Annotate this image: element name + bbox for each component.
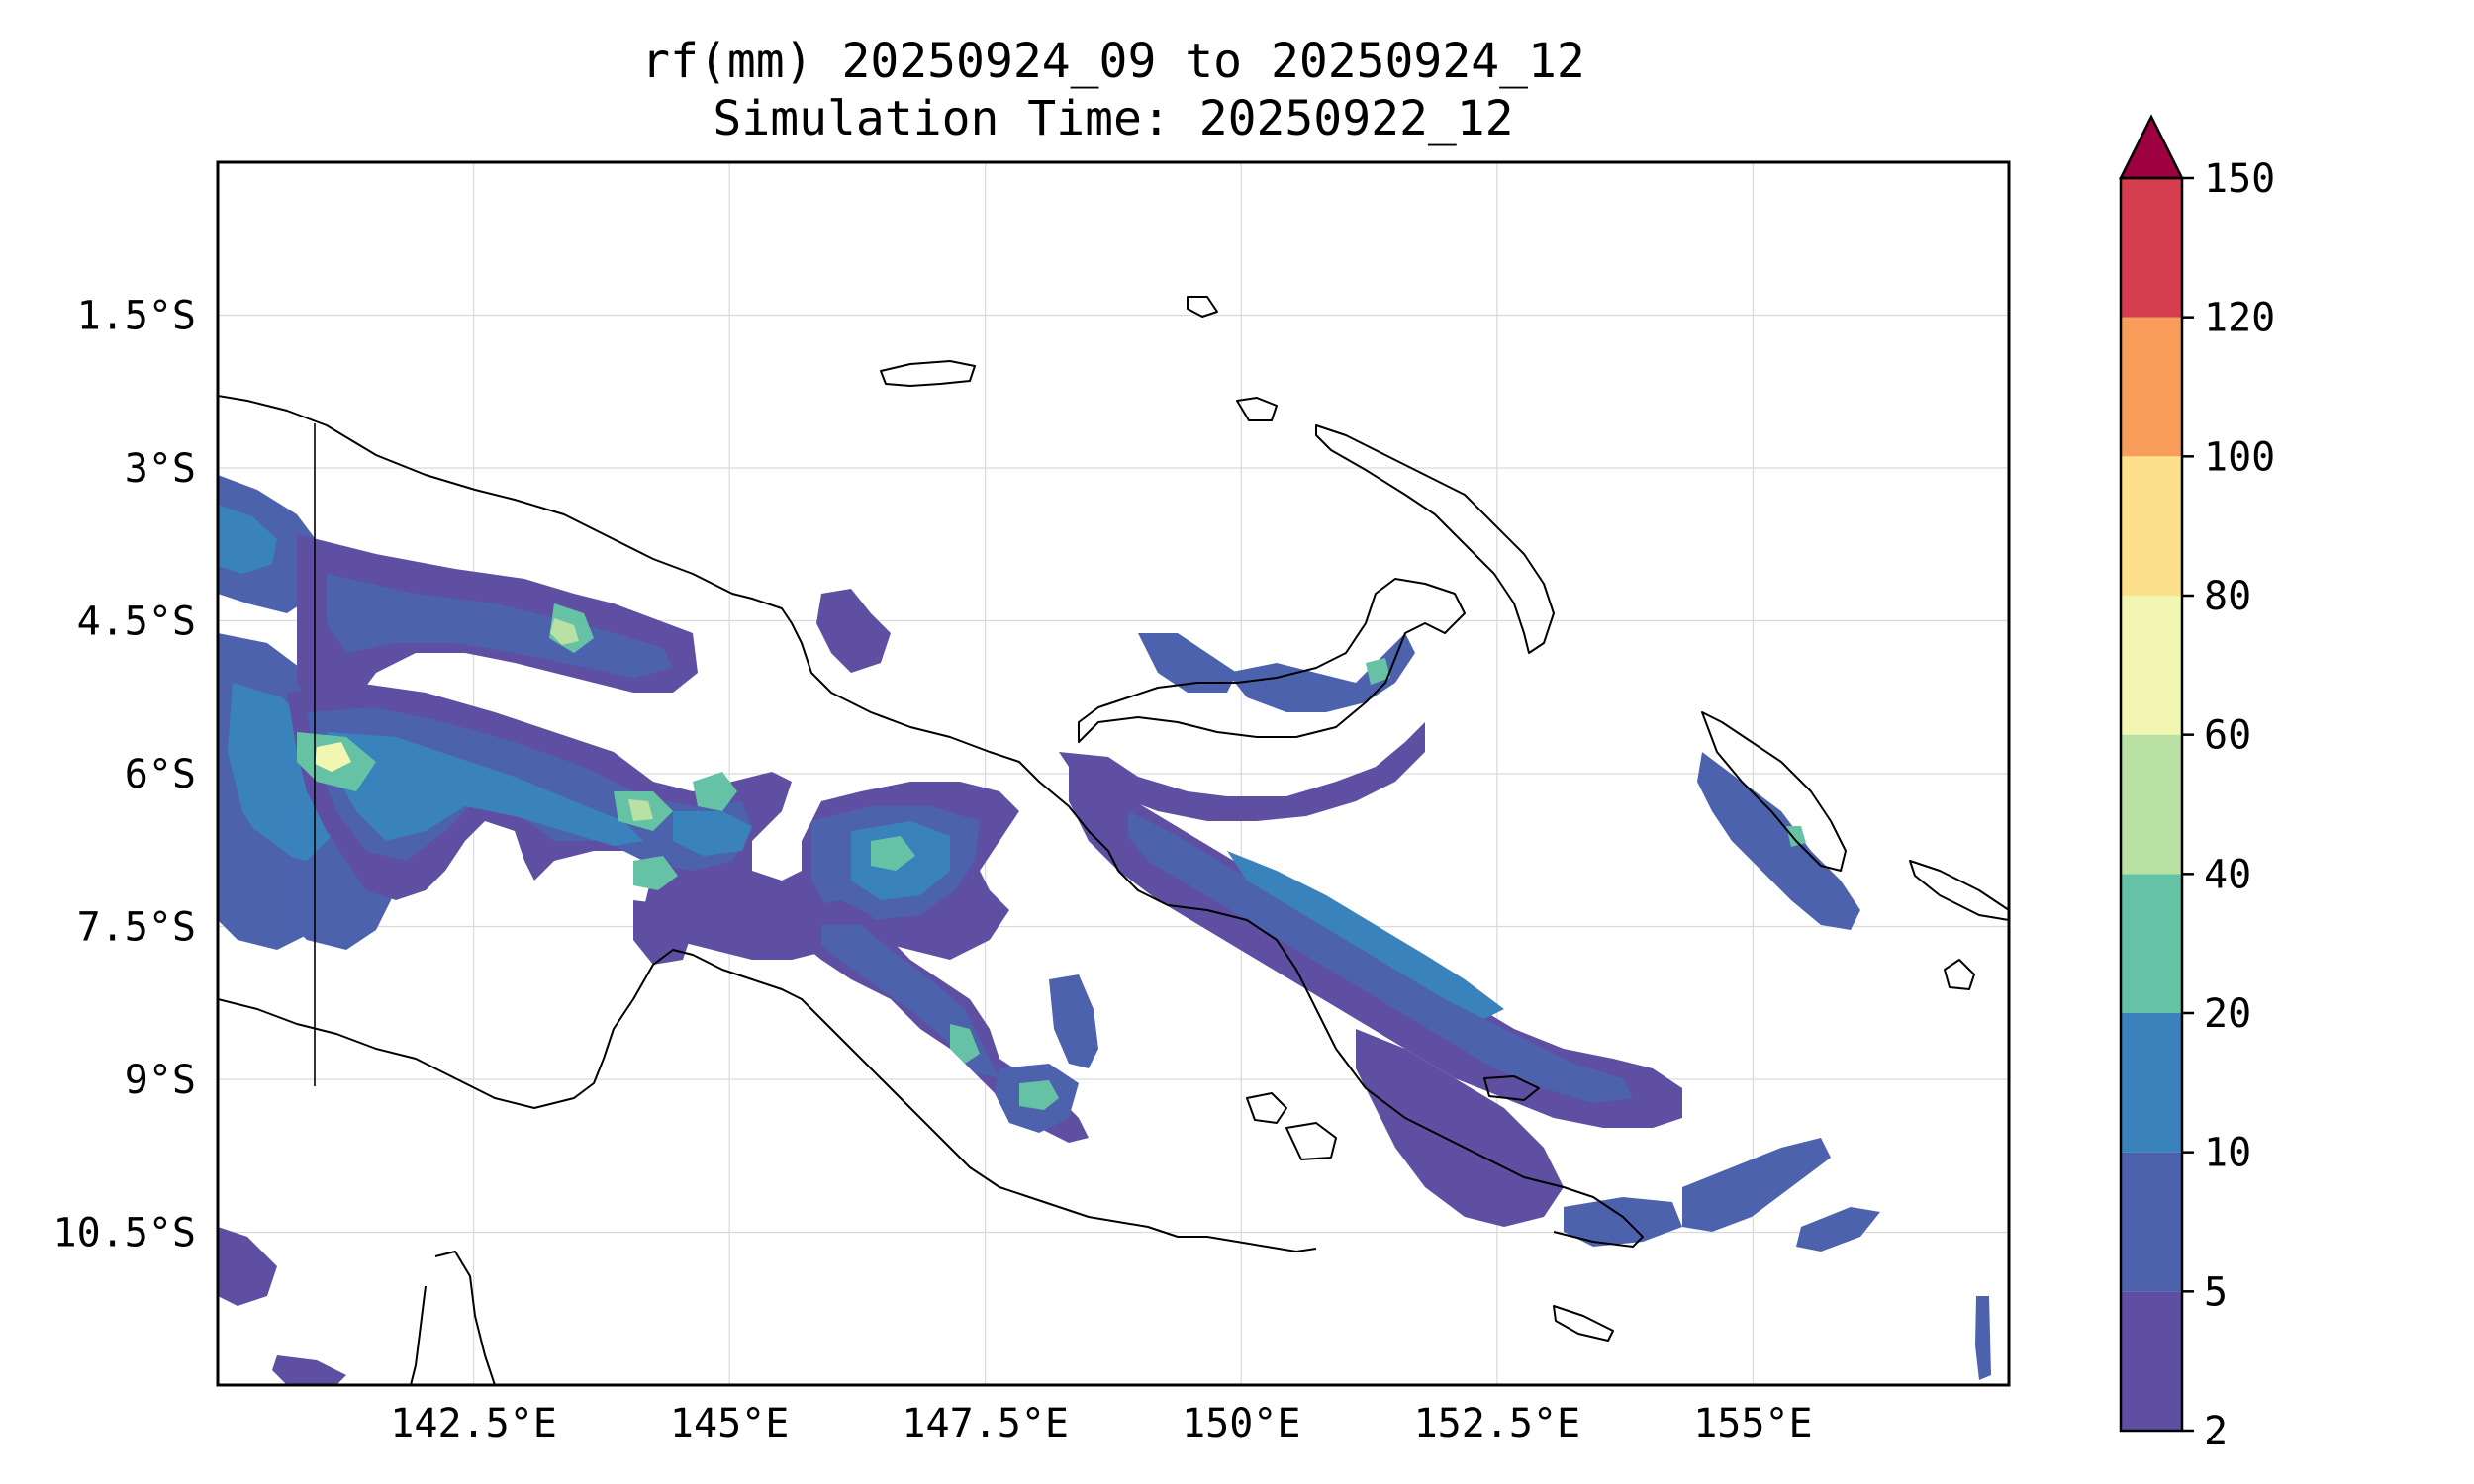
coastline-woodlark (1483, 1075, 1540, 1101)
y-tick-label: 1.5°S (77, 294, 196, 339)
coastline-new-britain (1078, 578, 1466, 743)
map-frame (216, 160, 2011, 1387)
coastline-new-guinea-north (218, 395, 1119, 872)
colorbar-band (2121, 874, 2182, 1013)
colorbar-label: 120 (2204, 296, 2275, 341)
x-tick-labels: 142.5°E 145°E 147.5°E 150°E 152.5°E 155°E (390, 1401, 1812, 1446)
colorbar-label: 2 (2204, 1409, 2228, 1454)
x-tick-label: 142.5°E (390, 1401, 557, 1446)
rain-region-owen-stanley-green (950, 1024, 980, 1064)
coastlines (218, 296, 2009, 1385)
y-tick-label: 3°S (125, 446, 196, 492)
coastline-cape-york (410, 1285, 427, 1385)
rain-region-bougainville-green (1786, 826, 1806, 847)
coastline-manus (880, 360, 976, 387)
coastline-solomons-1 (1909, 860, 2009, 921)
rain-region-west-highlands-core (218, 505, 277, 574)
rain-region-highland-green-4 (693, 772, 737, 811)
rain-region-west-lowland-core (228, 683, 341, 861)
colorbar-band (2121, 178, 2182, 318)
colorbar-label: 80 (2204, 574, 2251, 619)
rain-region-coral-east (1796, 1207, 1880, 1252)
rain-region-gulf (633, 900, 693, 965)
colorbar-label: 10 (2204, 1131, 2251, 1176)
rain-region-highland-mid-c (673, 811, 752, 856)
rain-region-bougainville (1697, 752, 1860, 930)
colorbar-label: 60 (2204, 713, 2251, 759)
x-tick-label: 150°E (1182, 1401, 1300, 1446)
title-line-1: rf(mm) 20250924_09 to 20250924_12 (641, 34, 1585, 89)
colorbar-band (2121, 596, 2182, 735)
map-panel: 142.5°E 145°E 147.5°E 150°E 152.5°E 155°E 1.5… (53, 160, 2011, 1446)
rain-region-highland-yellow-1 (315, 742, 351, 772)
title-line-2: Simulation Time: 20250922_12 (713, 91, 1513, 146)
rain-region-solomon-sea-south (1356, 1029, 1564, 1227)
colorbar-label: 20 (2204, 991, 2251, 1037)
coastline-dentrecasteaux (1285, 1122, 1337, 1160)
coastline-trobriand (1246, 1092, 1287, 1124)
colorbar-label: 100 (2204, 434, 2275, 480)
rain-region-popondetta-green (1019, 1080, 1059, 1110)
y-tick-labels: 1.5°S 3°S 4.5°S 6°S 7.5°S 9°S 10.5°S (53, 294, 197, 1256)
x-tick-label: 152.5°E (1414, 1401, 1581, 1446)
x-tick-label: 147.5°E (902, 1401, 1069, 1446)
colorbar-band (2121, 1291, 2182, 1431)
y-tick-label: 4.5°S (77, 600, 196, 645)
y-tick-label: 9°S (125, 1058, 196, 1103)
rain-region-solomon-sea-bottom (1564, 1197, 1682, 1247)
colorbar-band (2121, 734, 2182, 875)
coastline-papuan-gulf (218, 949, 1317, 1252)
y-tick-label: 6°S (125, 752, 196, 797)
rain-region-solomon-sea-band-c (1227, 851, 1504, 1019)
colorbar-band (2121, 456, 2182, 596)
rain-region-east-edge (1975, 1296, 1991, 1380)
colorbar-band (2121, 1013, 2182, 1153)
colorbar-frame (2119, 176, 2184, 1433)
x-tick-label: 145°E (670, 1401, 789, 1446)
rain-region-south-west (218, 821, 327, 950)
rain-region-southwest-coast (218, 1227, 277, 1306)
rainfall-field (218, 475, 1991, 1385)
rain-region-new-britain-green (1366, 658, 1390, 685)
rain-region-highland-main-c (327, 732, 643, 846)
colorbar-bands (2118, 114, 2185, 1433)
rain-region-highland-lime-1 (550, 618, 579, 645)
colorbar-band (2121, 1152, 2182, 1292)
colorbar-label: 150 (2204, 156, 2275, 202)
y-tick-label: 10.5°S (53, 1211, 197, 1256)
colorbar-label: 5 (2204, 1269, 2228, 1315)
coastline-louisiade (1553, 1305, 1614, 1342)
coastline-solomons-2 (1944, 959, 1975, 990)
rain-region-solomon-sea-band (1069, 762, 1682, 1128)
rain-region-new-britain (1227, 633, 1415, 712)
rain-region-south-bottom (272, 1355, 346, 1385)
x-tick-label: 155°E (1693, 1401, 1812, 1446)
colorbar-label: 40 (2204, 852, 2251, 897)
colorbar-labels: 2 5 10 20 40 60 80 100 120 150 (2182, 156, 2275, 1454)
coastline-ninigo (1236, 397, 1278, 421)
coastline-bougainville (1701, 711, 1847, 872)
y-tick-label: 7.5°S (77, 905, 196, 951)
coastline-torres (434, 1251, 496, 1385)
colorbar: 2 5 10 20 40 60 80 100 120 150 (2118, 114, 2275, 1454)
rain-region-highland-green-6 (633, 856, 678, 890)
rain-region-central-band-b (327, 574, 673, 678)
rain-region-highland-green-5 (871, 836, 915, 871)
colorbar-band (2121, 317, 2182, 457)
coastline-huon-peninsula (1117, 870, 1644, 1248)
coastline-new-ireland (1315, 424, 1555, 654)
coastline-admiralty-west (1187, 296, 1218, 318)
rain-region-markham (816, 589, 891, 673)
colorbar-extend-arrow (2118, 114, 2185, 180)
rain-region-new-britain-arc (1059, 722, 1425, 821)
rain-region-huon (1049, 974, 1098, 1068)
rain-region-highland-lime-2 (628, 799, 653, 821)
rain-region-solomon-sea-southeast (1682, 1138, 1831, 1232)
rain-region-new-britain-north (1138, 633, 1237, 693)
